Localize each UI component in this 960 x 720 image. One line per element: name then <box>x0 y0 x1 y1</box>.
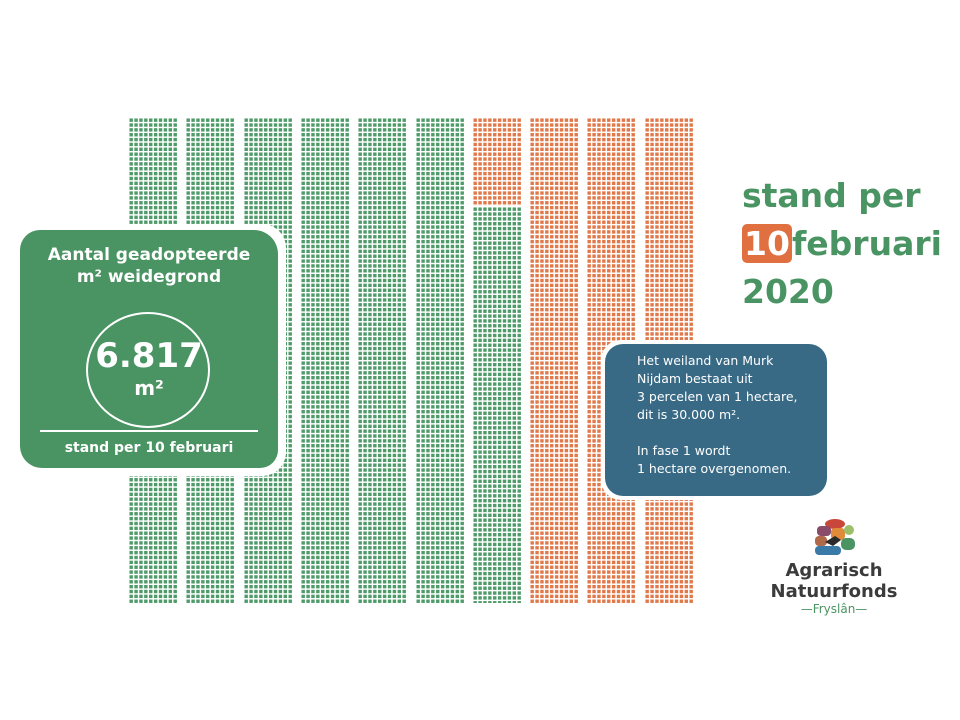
dot-column <box>414 117 464 603</box>
counter-title: Aantal geadopteerde m² weidegrond <box>20 244 278 288</box>
remaining-dots <box>471 117 521 206</box>
month: februari <box>791 224 942 263</box>
info-line: 3 percelen van 1 hectare, <box>637 389 798 404</box>
adopted-dots <box>414 117 464 603</box>
counter-title-line2: m² weidegrond <box>76 267 222 287</box>
dot-column <box>529 117 579 603</box>
dot-column <box>299 117 349 603</box>
counter-footer: stand per 10 februari <box>64 440 234 456</box>
info-card-inner: Het weiland van Murk Nijdam bestaat uit … <box>605 344 827 496</box>
logo-sub: —Fryslân— <box>800 602 868 616</box>
adopted-dots <box>471 205 521 603</box>
remaining-dots <box>529 117 579 603</box>
day-badge: 10 <box>742 224 792 263</box>
info-card: Het weiland van Murk Nijdam bestaat uit … <box>601 340 831 500</box>
logo: Agrarisch Natuurfonds —Fryslân— <box>728 518 940 616</box>
date-heading-line1: stand per <box>742 176 921 215</box>
counter-unit: m² <box>134 376 164 400</box>
counter-card-inner: Aantal geadopteerde m² weidegrond 6.817 … <box>20 230 278 468</box>
info-line: In fase 1 wordt <box>637 443 731 458</box>
info-paragraph-1: Het weiland van Murk Nijdam bestaat uit … <box>637 352 827 424</box>
year: 2020 <box>742 272 834 311</box>
info-line: Het weiland van Murk <box>637 353 774 368</box>
info-line: 1 hectare overgenomen. <box>637 461 792 476</box>
adopted-dots <box>299 117 349 603</box>
adopted-dots <box>357 117 407 603</box>
dot-column <box>357 117 407 603</box>
dot-column <box>471 117 521 603</box>
info-line: Nijdam bestaat uit <box>637 371 753 386</box>
counter-value: 6.817 <box>95 336 203 376</box>
logo-icon <box>815 519 855 555</box>
info-line: dit is 30.000 m². <box>637 407 741 422</box>
counter-title-line1: Aantal geadopteerde <box>47 245 251 265</box>
date-heading-line2: 10februari <box>742 220 942 268</box>
info-paragraph-2: In fase 1 wordt 1 hectare overgenomen. <box>637 442 827 478</box>
divider <box>40 430 258 432</box>
circle-decoration <box>86 312 210 428</box>
counter-card: Aantal geadopteerde m² weidegrond 6.817 … <box>14 224 286 476</box>
logo-name: Agrarisch Natuurfonds <box>770 560 898 602</box>
date-heading: stand per 10februari 2020 <box>742 172 942 316</box>
